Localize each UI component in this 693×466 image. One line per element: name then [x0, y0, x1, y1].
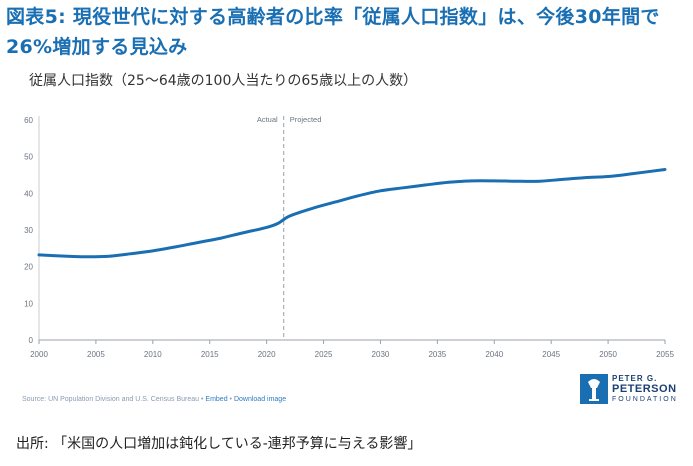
- footer-source: 出所: 「米国の人口増加は鈍化している-連邦予算に与える影響」: [16, 436, 422, 452]
- logo-line-2: PETERSON: [612, 383, 677, 395]
- logo-line-3: FOUNDATION: [612, 396, 678, 403]
- logo-line-1: PETER G.: [612, 374, 658, 383]
- x-tick-label: 2055: [656, 350, 674, 359]
- x-tick-label: 2000: [30, 350, 48, 359]
- source-separator: •: [229, 396, 232, 403]
- x-tick-label: 2045: [542, 350, 560, 359]
- x-tick-label: 2025: [315, 350, 333, 359]
- projected-label: Projected: [290, 115, 322, 124]
- chart-subtitle: 従属人口指数（25〜64歳の100人当たりの65歳以上の人数）: [29, 73, 418, 89]
- y-tick-label: 60: [24, 116, 33, 125]
- y-tick-label: 20: [24, 263, 33, 272]
- series-line-0: [37, 168, 667, 259]
- source-separator: •: [201, 396, 204, 403]
- actual-label: Actual: [257, 115, 278, 124]
- x-tick-label: 2050: [599, 350, 617, 359]
- torch-icon: [580, 374, 608, 404]
- x-tick-label: 2005: [87, 350, 105, 359]
- page-title: 図表5: 現役世代に対する高齢者の比率「従属人口指数」は、今後30年間で26%増…: [6, 6, 660, 58]
- download-image-link[interactable]: Download image: [233, 396, 287, 403]
- x-tick-label: 2030: [372, 350, 390, 359]
- y-tick-label: 30: [24, 226, 33, 235]
- y-tick-label: 50: [24, 153, 33, 162]
- x-tick-label: 2035: [428, 350, 446, 359]
- y-tick-label: 0: [29, 336, 34, 345]
- x-tick-label: 2010: [144, 350, 162, 359]
- x-tick-label: 2040: [485, 350, 503, 359]
- x-tick-label: 2015: [201, 350, 219, 359]
- y-tick-label: 10: [24, 299, 33, 308]
- source-line: Source: UN Population Division and U.S. …: [22, 396, 286, 403]
- source-text: Source: UN Population Division and U.S. …: [22, 396, 200, 403]
- peterson-foundation-logo: PETER G. PETERSON FOUNDATION: [580, 372, 680, 406]
- y-tick-label: 40: [24, 189, 33, 198]
- x-tick-label: 2020: [258, 350, 276, 359]
- embed-link[interactable]: Embed: [205, 396, 228, 403]
